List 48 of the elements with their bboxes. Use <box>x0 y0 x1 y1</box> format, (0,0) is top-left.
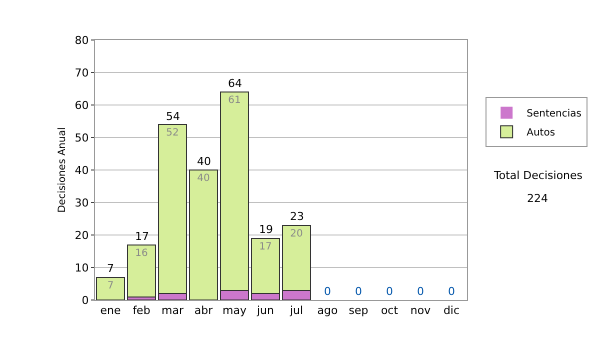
data-label: 7 <box>107 280 114 292</box>
total-label: 64 <box>228 77 242 90</box>
data-label: 40 <box>197 173 210 184</box>
text: 224 <box>527 192 548 205</box>
data-label: 61 <box>228 95 241 106</box>
y-tick-label: 60 <box>74 98 89 112</box>
total-label: 0 <box>324 285 331 298</box>
bar <box>96 276 125 300</box>
text: Total Decisiones <box>493 169 583 182</box>
y-tick-label: 40 <box>74 164 89 177</box>
total-label: 54 <box>166 110 180 123</box>
y-tick-label: 30 <box>74 196 89 210</box>
y-tick-label: 10 <box>74 261 89 274</box>
x-tick-label: may <box>222 304 247 318</box>
bar <box>127 244 156 298</box>
x-tick-label: abr <box>194 304 214 318</box>
total-label: 19 <box>259 223 273 236</box>
total-label: 0 <box>448 285 455 298</box>
x-tick-label: feb <box>132 304 150 318</box>
total-label: 23 <box>290 210 304 223</box>
x-tick-label: ago <box>317 304 338 318</box>
y-tick-label: 50 <box>74 131 89 144</box>
data-label: 20 <box>290 228 303 240</box>
x-tick-label: oct <box>380 304 399 318</box>
x-tick-label: mar <box>162 304 184 318</box>
y-tick-label: 20 <box>74 228 89 242</box>
x-tick-label: sep <box>348 304 368 318</box>
x-tick-label: nov <box>410 304 432 318</box>
legend-label: Sentencias <box>526 108 582 120</box>
data-label: 16 <box>135 248 148 259</box>
total-label: 40 <box>197 155 211 168</box>
x-tick-label: jul <box>288 304 304 318</box>
total-label: 0 <box>417 285 424 298</box>
bar <box>189 170 218 300</box>
y-axis-title: Decisiones Anual <box>57 127 68 213</box>
x-tick-label: jun <box>256 304 274 318</box>
x-tick-label: dic <box>443 304 460 318</box>
y-tick-label: 70 <box>74 66 89 80</box>
total-label: 0 <box>386 285 393 298</box>
data-label: 52 <box>166 128 179 138</box>
x-tick-label: ene <box>100 304 121 318</box>
total-label: 0 <box>355 285 362 298</box>
data-label: 17 <box>259 241 272 252</box>
legend-label: Autos <box>526 128 556 139</box>
y-tick-label: 0 <box>82 294 89 307</box>
total-label: 7 <box>107 262 114 275</box>
y-tick-label: 80 <box>74 34 89 47</box>
total-label: 17 <box>135 230 149 243</box>
